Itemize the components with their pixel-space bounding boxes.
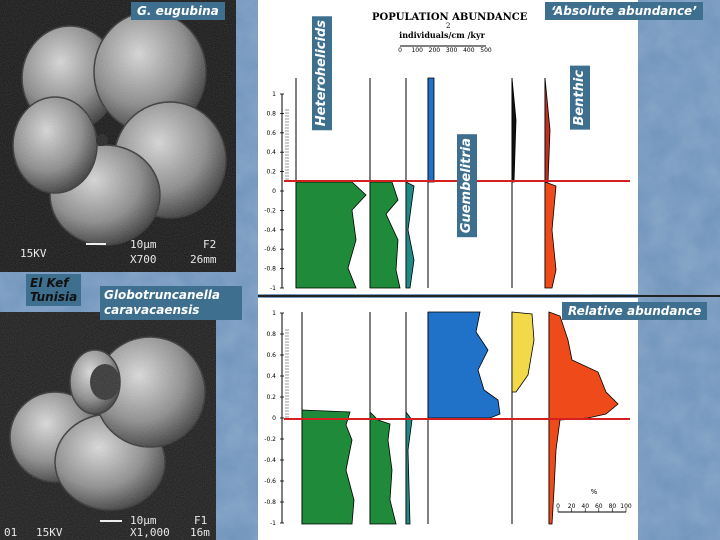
relative-y-tick-label: -0.2 (264, 436, 276, 443)
absolute-abundance-label: ‘Absolute abundance’ (545, 2, 703, 20)
location-line-2: Tunisia (30, 290, 78, 304)
percent-axis-tick-label: 100 (620, 503, 632, 510)
absolute-y-tick-label: 0.8 (266, 110, 276, 117)
relative-abundance-label: Relative abundance (562, 302, 708, 320)
percent-axis-tick-label: 60 (595, 503, 603, 510)
percent-axis-tick-label: 20 (568, 503, 576, 510)
absolute-benthic-area (544, 181, 557, 289)
sem-top-kv: 15KV (20, 247, 47, 260)
panel-divider (258, 295, 720, 297)
species-bottom-line-1: Globotruncanella (104, 288, 220, 302)
species-bottom-line-2: caravacaensis (104, 303, 200, 317)
header-tick-label: 100 (411, 47, 423, 54)
relative-heterohelicid-area-2 (369, 411, 397, 525)
relative-teal-area (405, 410, 413, 525)
sem-bottom-kv: 15KV (36, 526, 63, 539)
relative-y-tick-label: -1 (270, 520, 276, 527)
units-exponent: 2 (446, 22, 451, 30)
units-label: individuals/cm /kyr (399, 30, 485, 40)
relative-y-tick-label: 0.4 (266, 373, 276, 380)
population-abundance-title: POPULATION ABUNDANCE (372, 12, 528, 23)
absolute-teal-area (405, 181, 415, 289)
relative-y-tick-label: -0.8 (264, 499, 276, 506)
absolute-blue-area (427, 77, 435, 183)
location-label: El Kef Tunisia (26, 274, 82, 306)
absolute-y-tick-label: 0.4 (266, 149, 276, 156)
relative-y-tick-label: 0.8 (266, 331, 276, 338)
header-tick-label: 500 (480, 47, 492, 54)
absolute-y-tick-label: -0.2 (264, 207, 276, 214)
foram-top-graphic (0, 0, 236, 272)
relative-y-tick-label: -0.4 (264, 457, 276, 464)
absolute-y-tick-label: -1 (270, 285, 276, 292)
percent-axis-tick-label: 40 (581, 503, 589, 510)
absolute-heterohelicid-area-1 (295, 181, 367, 289)
sem-top-mag: X700 (130, 253, 157, 266)
relative-y-tick-label: 0.2 (266, 394, 276, 401)
absolute-y-tick-label: 0 (272, 188, 276, 195)
header-tick-label: 300 (446, 47, 458, 54)
sem-image-g-eugubina: 15KV 10µm F2 X700 26mm (0, 0, 236, 272)
relative-guembelitria-area (427, 311, 501, 419)
sem-bottom-num: 01 (4, 526, 18, 539)
benthic-label: Benthic (570, 66, 590, 130)
percent-axis-tick-label: 0 (556, 503, 560, 510)
sem-bottom-mag: X1,000 (130, 526, 170, 539)
header-tick-label: 0 (398, 47, 402, 54)
percent-axis-label: % (591, 488, 598, 496)
percent-axis-tick-label: 80 (609, 503, 617, 510)
location-line-1: El Kef (30, 276, 69, 290)
absolute-y-tick-label: 0.2 (266, 169, 276, 176)
absolute-black-trace (511, 77, 517, 183)
sem-image-g-caravacaensis: 01 15KV 10µm F1 X1,000 16m (0, 312, 216, 540)
sem-bottom-wd: 16m (190, 526, 210, 539)
species-label-g-eugubina: G. eugubina (131, 2, 225, 20)
relative-yellow-area (511, 311, 535, 393)
absolute-benthic-trace (544, 77, 551, 183)
species-label-g-caravacaensis: Globotruncanella caravacaensis (100, 286, 242, 320)
absolute-heterohelicid-area-2 (369, 181, 401, 289)
sem-top-frame: F2 (203, 238, 217, 251)
guembelitria-label: Guembelitria (457, 134, 477, 238)
sem-bottom-scale: 10µm (130, 514, 157, 527)
relative-y-tick-label: -0.6 (264, 478, 276, 485)
relative-y-tick-label: 1 (272, 310, 276, 317)
sem-bottom-frame: F1 (194, 514, 208, 527)
absolute-y-tick-label: -0.6 (264, 246, 276, 253)
absolute-y-tick-label: 1 (272, 91, 276, 98)
relative-y-tick-label: 0.6 (266, 352, 276, 359)
relative-heterohelicid-area-1 (301, 409, 355, 525)
relative-y-tick-label: 0 (272, 415, 276, 422)
absolute-y-tick-label: -0.8 (264, 266, 276, 273)
sem-top-scale: 10µm (130, 238, 157, 251)
sem-bottom-scalebar (100, 520, 122, 522)
sem-top-scalebar (86, 243, 106, 245)
header-tick-label: 200 (429, 47, 441, 54)
header-tick-label: 400 (463, 47, 475, 54)
absolute-y-tick-label: 0.6 (266, 130, 276, 137)
heterohelicids-label: Heterohelicids (312, 16, 332, 131)
absolute-y-tick-label: -0.4 (264, 227, 276, 234)
sem-top-wd: 26mm (190, 253, 217, 266)
foram-bottom-graphic (0, 312, 216, 540)
